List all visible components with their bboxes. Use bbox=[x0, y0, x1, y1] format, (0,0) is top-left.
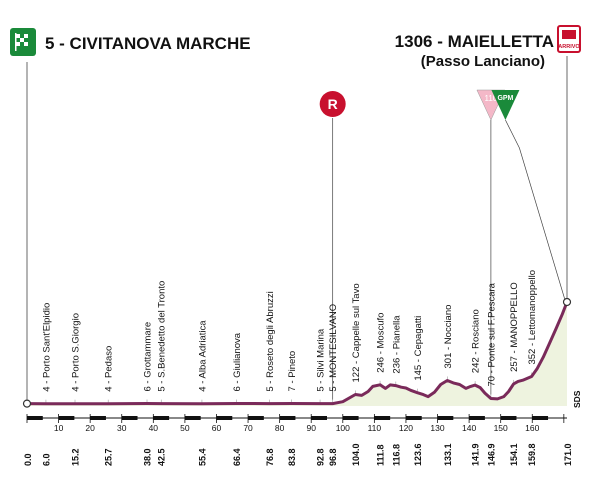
waypoint-label: 301 - Nocciano bbox=[443, 305, 454, 369]
waypoint-label: 4 - Pedaso bbox=[104, 346, 115, 392]
axis-tick-label: 110 bbox=[368, 423, 382, 433]
waypoint-km-label: 104.0 bbox=[351, 443, 361, 466]
waypoint-label: 7 - Pineto bbox=[287, 351, 298, 392]
profile-area bbox=[27, 302, 567, 406]
axis-tick-label: 130 bbox=[430, 423, 444, 433]
axis-tick-label: 160 bbox=[525, 423, 539, 433]
finish-sign-text: ARRIVO bbox=[558, 44, 580, 50]
end-km-label: 171.0 bbox=[563, 443, 573, 466]
waypoint-label: 246 - Moscufo bbox=[376, 313, 387, 373]
start-title: 5 - CIVITANOVA MARCHE bbox=[45, 34, 251, 53]
waypoint-km-label: 15.2 bbox=[71, 448, 81, 466]
waypoint-label: 5 - MONTESILVANO bbox=[328, 304, 339, 392]
profile-line bbox=[26, 301, 569, 406]
waypoint-label: 5 - Roseto degli Abruzzi bbox=[265, 291, 276, 391]
refreshment-marker-text: R bbox=[328, 96, 338, 112]
route-markers: R 110 GPM bbox=[319, 89, 566, 400]
waypoint-label: 236 - Pianella bbox=[391, 315, 402, 374]
sds-label: SDS bbox=[572, 390, 582, 408]
waypoint-label: 257 - MANOPPELLO bbox=[509, 282, 520, 372]
axis-tick-label: 150 bbox=[494, 423, 508, 433]
elevation-profile bbox=[22, 297, 572, 408]
axis-tick-label: 80 bbox=[275, 423, 285, 433]
gpm-marker-icon bbox=[491, 90, 520, 120]
waypoint-label: 145 - Cepagatti bbox=[413, 316, 424, 381]
refreshment-marker-icon bbox=[319, 91, 346, 117]
finish-header: 1306 - MAIELLETTA (Passo Lanciano) ARRIV… bbox=[395, 25, 581, 70]
waypoint-label: 4 - Porto S.Giorgio bbox=[71, 313, 82, 392]
axis-tick-label: 120 bbox=[399, 423, 413, 433]
axis-tick-label: 100 bbox=[336, 423, 350, 433]
waypoint-label: 352 - Lettomanoppello bbox=[527, 270, 538, 365]
waypoint-km-label: 116.8 bbox=[391, 444, 401, 466]
waypoint-km-label: 159.8 bbox=[527, 443, 537, 466]
gpm-marker-text: GPM bbox=[497, 95, 513, 102]
waypoint-km-label: 154.1 bbox=[509, 443, 519, 466]
axis-tick-label: 30 bbox=[117, 423, 127, 433]
waypoint-labels: 4 - Porto Sant'Elpidio 6.0 4 - Porto S.Gio… bbox=[41, 270, 538, 466]
waypoint-km-label: 38.0 bbox=[143, 448, 153, 466]
axis-tick-label: 140 bbox=[462, 423, 476, 433]
waypoint-km-label: 133.1 bbox=[443, 443, 453, 466]
waypoint-km-label: 42.5 bbox=[157, 448, 167, 466]
waypoint-km-label: 123.6 bbox=[413, 443, 423, 466]
waypoint-km-label: 111.8 bbox=[376, 444, 386, 466]
waypoint-km-label: 141.9 bbox=[471, 443, 481, 466]
waypoint-km-label: 92.8 bbox=[316, 448, 326, 466]
waypoint-km-label: 146.9 bbox=[486, 443, 496, 466]
axis-tick-label: 10 bbox=[54, 423, 64, 433]
axis-tick-label: 40 bbox=[149, 423, 159, 433]
finish-arrivo-icon: ARRIVO bbox=[557, 25, 581, 53]
start-km-label: 0.0 bbox=[23, 453, 33, 466]
axis-tick-label: 70 bbox=[243, 423, 253, 433]
waypoint-km-label: 83.8 bbox=[287, 448, 297, 466]
waypoint-km-label: 55.4 bbox=[197, 448, 207, 466]
waypoint-label: 70 - Ponte sul F.Pescara bbox=[486, 282, 497, 386]
axis-tick-label: 60 bbox=[212, 423, 222, 433]
waypoint-label: 6 - Grottammare bbox=[143, 322, 154, 392]
axis-tick-label: 50 bbox=[180, 423, 190, 433]
start-flag-icon bbox=[10, 28, 36, 56]
waypoint-km-label: 6.0 bbox=[41, 453, 51, 466]
waypoint-label: 122 - Cappelle sul Tavo bbox=[351, 283, 362, 382]
axis-tick-label: 20 bbox=[85, 423, 95, 433]
finish-title: 1306 - MAIELLETTA bbox=[395, 32, 554, 51]
axis-tick-label: 90 bbox=[306, 423, 316, 433]
waypoint-label: 4 - Alba Adriatica bbox=[197, 320, 208, 392]
distance-axis: 10 20 30 40 50 60 70 80 90 100 110 120 130 140 150 160 0… bbox=[23, 414, 573, 466]
waypoint-km-label: 66.4 bbox=[232, 448, 242, 466]
waypoint-km-label: 96.8 bbox=[328, 448, 338, 466]
gpm-guide bbox=[505, 119, 566, 301]
waypoint-km-label: 76.8 bbox=[265, 448, 275, 466]
waypoint-km-label: 25.7 bbox=[104, 448, 114, 466]
finish-point bbox=[562, 297, 572, 307]
start-point bbox=[22, 399, 32, 408]
countdown-marker-text: 110 bbox=[485, 94, 498, 103]
waypoint-label: 6 - Giulianova bbox=[232, 332, 243, 391]
start-header: 5 - CIVITANOVA MARCHE bbox=[10, 28, 251, 56]
waypoint-label: 5 - Silvi Marina bbox=[316, 328, 327, 392]
finish-subtitle: (Passo Lanciano) bbox=[421, 53, 545, 70]
waypoint-label: 242 - Rosciano bbox=[471, 309, 482, 373]
waypoint-label: 5 - S.Benedetto del Tronto bbox=[157, 281, 168, 392]
waypoint-label: 4 - Porto Sant'Elpidio bbox=[41, 303, 52, 392]
